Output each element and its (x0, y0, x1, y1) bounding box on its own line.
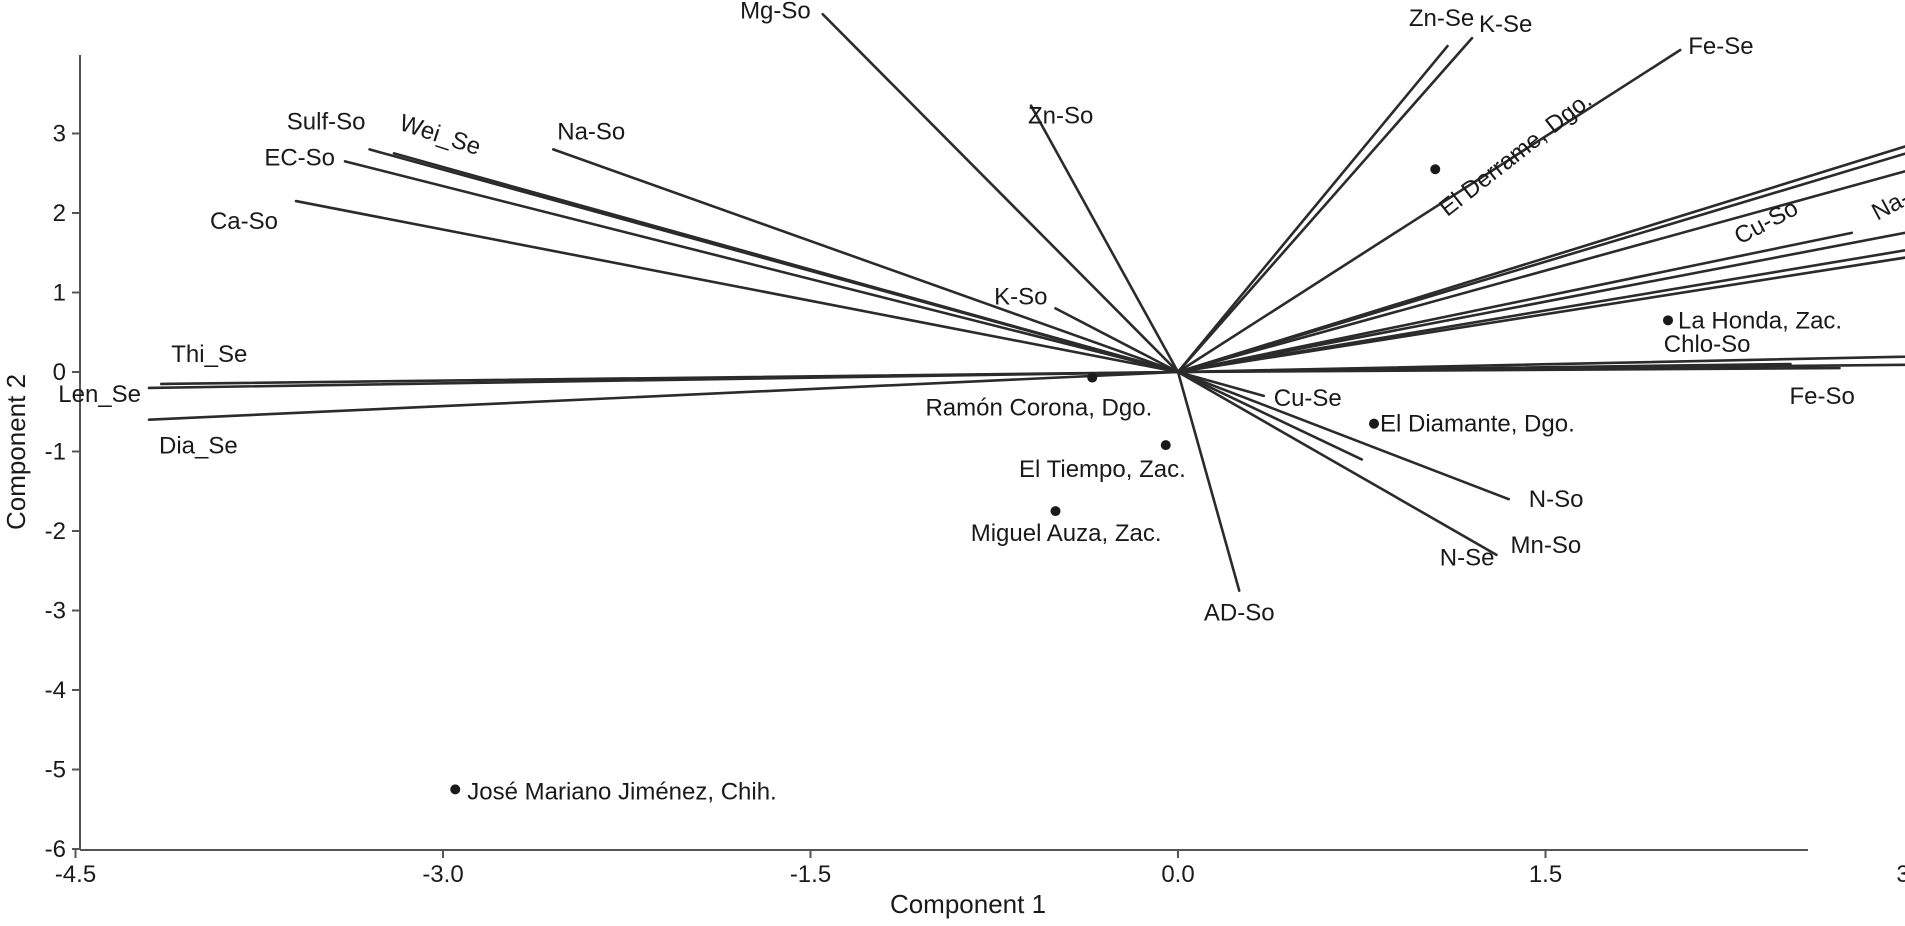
score-point-label: La Honda, Zac. (1678, 307, 1842, 334)
x-tick-label: -4.5 (55, 861, 96, 888)
loading-vector-line (1176, 256, 1905, 374)
score-point-marker (1050, 506, 1061, 517)
loading-vector-label: Sulf-So (287, 108, 366, 135)
loading-vector-line (1176, 169, 1905, 374)
loading-vector-line (343, 160, 1180, 374)
loading-vector-label: Dia_Se (159, 433, 238, 460)
y-tick-label: 3 (53, 121, 66, 148)
x-tick-label: 0.0 (1161, 861, 1194, 888)
loading-vector-label: Wei_Se (396, 109, 484, 161)
loading-vector-label: Thi_Se (171, 341, 247, 368)
loading-vector-line (1176, 366, 1841, 374)
y-tick-label: -3 (45, 598, 66, 625)
loading-vector-label: Zn-Se (1409, 5, 1474, 32)
loading-vector-label: AD-So (1204, 600, 1275, 627)
score-point-label: El Derrame, Dgo. (1434, 87, 1597, 222)
loading-vector-label: Cu-Se (1274, 385, 1342, 412)
loading-vector-label: N-So (1529, 486, 1584, 513)
loading-vector-line (551, 148, 1180, 374)
score-point-marker (450, 784, 461, 795)
score-point-marker (1430, 164, 1441, 175)
loading-vectors: Mg-SoZn-SoZn-SeK-SeFe-SeCa-SepH-SoMg-SeS… (58, 0, 1905, 627)
x-tick-label: -1.5 (790, 861, 831, 888)
y-tick-label: 2 (53, 200, 66, 227)
x-ticks: -6.0-4.5-3.0-1.50.01.53.0 (55, 850, 1905, 888)
loading-vector-line (1176, 370, 1364, 461)
loading-vector-line (1176, 370, 1498, 557)
loading-vector-line (1176, 231, 1854, 374)
y-axis-title: Component 2 (1, 374, 31, 530)
score-point-marker (1663, 315, 1673, 326)
loading-vector-label: Mn-So (1511, 532, 1582, 559)
loading-vector-label: N-Se (1440, 544, 1495, 571)
loading-vector-line (1176, 152, 1905, 374)
y-tick-label: -2 (45, 518, 66, 545)
y-tick-label: -5 (45, 757, 66, 784)
x-tick-label: 1.5 (1529, 861, 1562, 888)
loading-vector-line (1176, 44, 1449, 374)
score-point-marker (1087, 372, 1098, 383)
loading-vector-line (1176, 370, 1511, 501)
loading-vector-line (1029, 104, 1180, 374)
loading-vector-label: Ca-So (210, 208, 278, 235)
score-point-marker (1160, 440, 1171, 451)
score-point-label: Miguel Auza, Zac. (971, 520, 1162, 547)
loading-vector-line (1176, 370, 1241, 592)
loading-vector-line (1176, 48, 1682, 374)
loading-vector-label: Na-So (557, 118, 625, 145)
loading-vector-line (294, 199, 1180, 374)
loading-vector-line (1176, 355, 1905, 374)
loading-vector-line (1176, 231, 1905, 374)
score-point-label: Ramón Corona, Dgo. (925, 395, 1152, 422)
loading-vector-label: Len_Se (58, 381, 141, 408)
y-tick-label: -4 (45, 677, 66, 704)
score-point-label: José Mariano Jiménez, Chih. (467, 778, 776, 805)
y-tick-label: -1 (45, 439, 66, 466)
x-tick-label: 3.0 (1896, 861, 1905, 888)
loading-vector-label: Mg-So (740, 0, 811, 24)
loading-vector-label: K-Se (1479, 11, 1532, 38)
loading-vector-line (147, 370, 1180, 390)
x-axis-title: Component 1 (890, 889, 1046, 919)
y-tick-label: 1 (53, 280, 66, 307)
loading-vector-line (1176, 36, 1474, 374)
score-point-label: El Tiempo, Zac. (1019, 456, 1186, 483)
y-tick-label: 0 (53, 359, 66, 386)
y-tick-label: -6 (45, 836, 66, 863)
loading-vector-line (147, 370, 1180, 422)
score-points: Fco. I Madero, Coah.José Mariano Jiménez… (450, 87, 1842, 805)
loading-vector-line (1176, 370, 1266, 398)
score-point-label: El Diamante, Dgo. (1380, 411, 1575, 438)
x-tick-label: -3.0 (422, 861, 463, 888)
loading-vector-label: Fe-So (1790, 383, 1855, 410)
loading-vector-line (1176, 145, 1905, 374)
loading-vector-label: Chlo-So (1664, 331, 1751, 358)
loading-vector-line (821, 12, 1180, 374)
loading-vector-line (1054, 307, 1180, 374)
loading-vector-label: Zn-So (1028, 103, 1093, 130)
y-ticks: -6 -5 -4 -3 -2 -1 0 1 2 3 (45, 121, 80, 863)
loading-vector-label: K-So (994, 283, 1047, 310)
loading-vector-line (392, 152, 1180, 374)
score-point-marker (1369, 418, 1379, 429)
loading-vector-label: EC-So (264, 144, 335, 171)
loading-vector-label: Fe-Se (1688, 33, 1753, 60)
